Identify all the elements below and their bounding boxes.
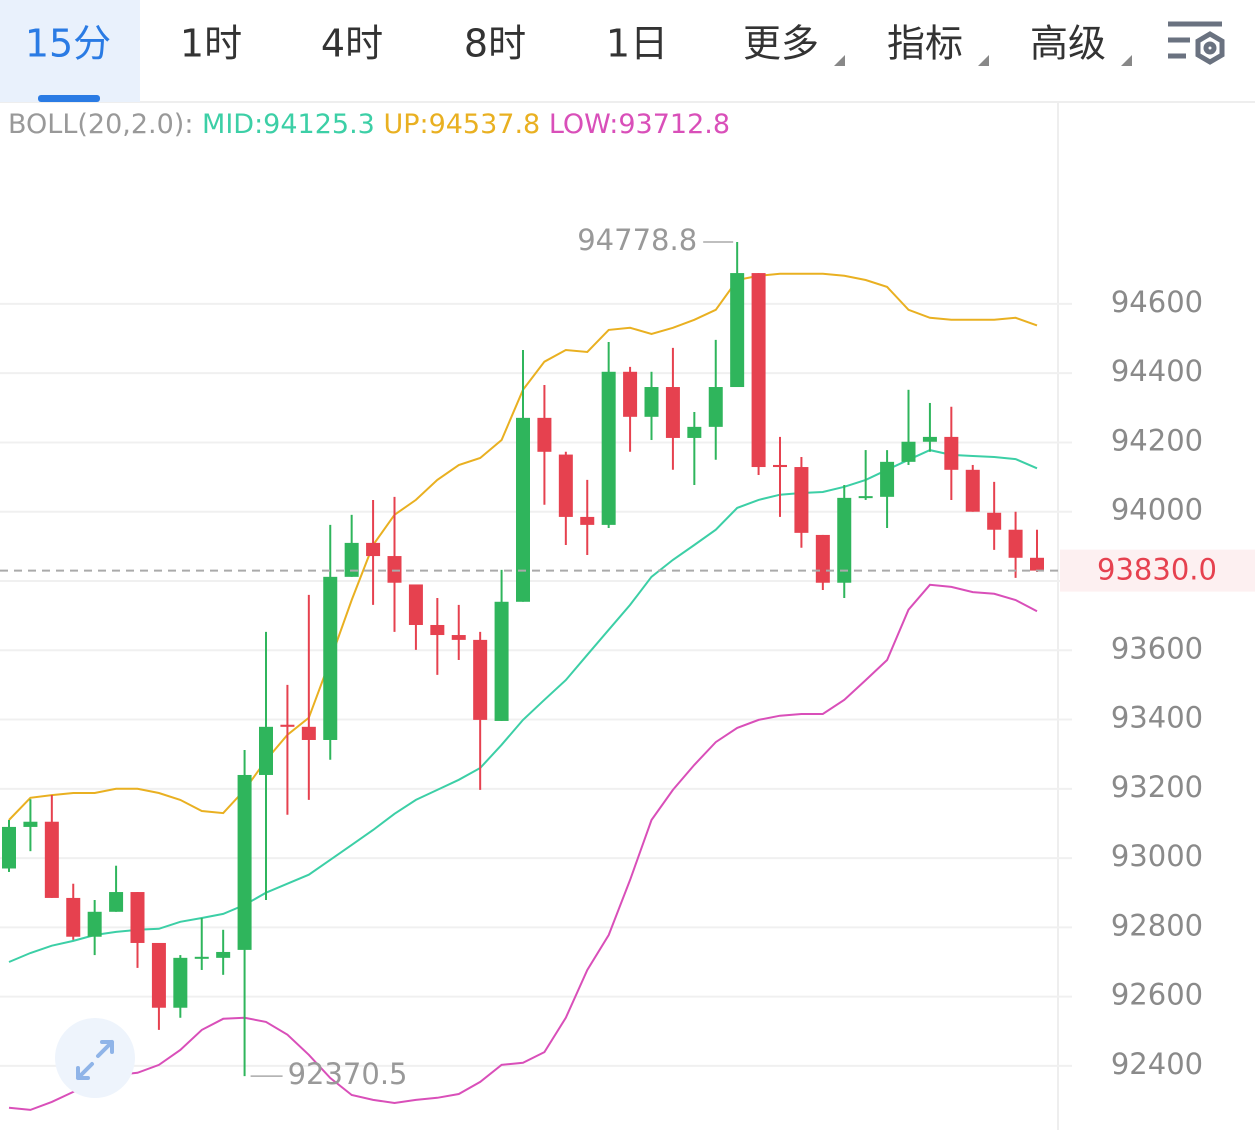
tab[interactable]: 更多 xyxy=(743,22,819,66)
candle-body xyxy=(473,639,488,720)
candle-body xyxy=(965,469,980,512)
candle-body xyxy=(194,956,209,959)
last-price-box xyxy=(1060,549,1255,592)
tab[interactable]: 15分 xyxy=(25,22,111,66)
candle-body xyxy=(494,601,509,721)
expand-button[interactable] xyxy=(55,1018,135,1098)
candle-body xyxy=(537,417,552,452)
candle-body xyxy=(216,951,231,958)
legend-entry: UP:94537.8 xyxy=(383,109,540,140)
y-tick-label: 92800 xyxy=(1111,908,1203,942)
y-tick-label: 94400 xyxy=(1111,354,1203,388)
boll-line xyxy=(8,583,1038,1111)
y-tick-label: 92400 xyxy=(1111,1047,1203,1081)
candle-body xyxy=(987,512,1002,530)
candle-body xyxy=(301,726,316,740)
candle-body xyxy=(109,892,124,912)
candle-body xyxy=(815,534,830,583)
candle-body xyxy=(430,624,445,636)
y-tick-label: 93600 xyxy=(1111,631,1203,665)
tab[interactable]: 1日 xyxy=(606,22,668,66)
candle-body xyxy=(730,273,745,388)
candle-body xyxy=(601,371,616,525)
candle-body xyxy=(130,892,145,943)
y-tick-label: 94000 xyxy=(1111,493,1203,527)
candle-body xyxy=(237,774,252,950)
candle-body xyxy=(751,273,766,468)
tab[interactable]: 指标 xyxy=(887,22,963,66)
legend-title: BOLL(20,2.0): xyxy=(8,109,193,140)
candle-body xyxy=(344,542,359,577)
tab[interactable]: 8时 xyxy=(464,22,526,66)
candle-body xyxy=(665,387,680,438)
candle-body xyxy=(408,584,423,625)
candle-body xyxy=(259,726,273,775)
candle-body xyxy=(687,426,702,438)
dropdown-triangle xyxy=(978,55,989,66)
candle-body xyxy=(837,497,852,583)
candle-body xyxy=(451,635,466,640)
tab-indicator xyxy=(38,95,100,102)
dropdown-triangle xyxy=(834,55,845,66)
tab[interactable]: 4时 xyxy=(321,22,383,66)
candle-body xyxy=(387,556,402,583)
tab[interactable]: 高级 xyxy=(1030,22,1106,66)
candle-body xyxy=(773,464,787,468)
candle-body xyxy=(2,826,16,869)
candle-body xyxy=(151,942,166,1008)
candle-body xyxy=(66,897,81,937)
candle-body xyxy=(580,516,595,525)
candle-body xyxy=(44,821,59,898)
candle-body xyxy=(366,542,381,557)
settings-icon[interactable] xyxy=(1168,21,1225,65)
candle-body xyxy=(922,436,937,442)
dropdown-triangle xyxy=(1121,55,1132,66)
last-price-label: 93830.0 xyxy=(1097,553,1217,587)
candle-body xyxy=(708,387,723,427)
y-tick-label: 92600 xyxy=(1111,978,1203,1012)
y-tick-label: 93200 xyxy=(1111,770,1203,804)
candle-body xyxy=(1030,557,1044,571)
y-tick-label: 94200 xyxy=(1111,423,1203,457)
candle-body xyxy=(644,387,659,417)
candle-body xyxy=(623,371,638,417)
tab-selected-bg xyxy=(0,0,140,102)
candle-body xyxy=(1008,529,1023,558)
candle-body xyxy=(23,821,38,827)
candle-body xyxy=(794,467,809,533)
tab[interactable]: 1时 xyxy=(180,22,242,66)
y-tick-label: 94600 xyxy=(1111,285,1203,319)
candle-body xyxy=(173,957,188,1008)
candle-body xyxy=(280,724,295,727)
candle-body xyxy=(323,576,338,740)
legend-entry: MID:94125.3 xyxy=(202,109,375,140)
candle-body xyxy=(558,454,573,517)
y-tick-label: 93400 xyxy=(1111,701,1203,735)
legend-entry: LOW:93712.8 xyxy=(549,109,730,140)
candle-body xyxy=(516,417,530,602)
candle-body xyxy=(858,496,873,499)
candle-body xyxy=(87,911,102,937)
tab-bar xyxy=(0,0,1255,102)
min-label: 92370.5 xyxy=(288,1057,408,1091)
candle-body xyxy=(944,436,959,470)
y-tick-label: 93000 xyxy=(1111,839,1203,873)
candle-body xyxy=(880,461,895,497)
candle-body xyxy=(901,441,916,462)
indicator-legend: BOLL(20,2.0): MID:94125.3 UP:94537.8 LOW… xyxy=(8,109,730,140)
max-label: 94778.8 xyxy=(577,223,697,257)
